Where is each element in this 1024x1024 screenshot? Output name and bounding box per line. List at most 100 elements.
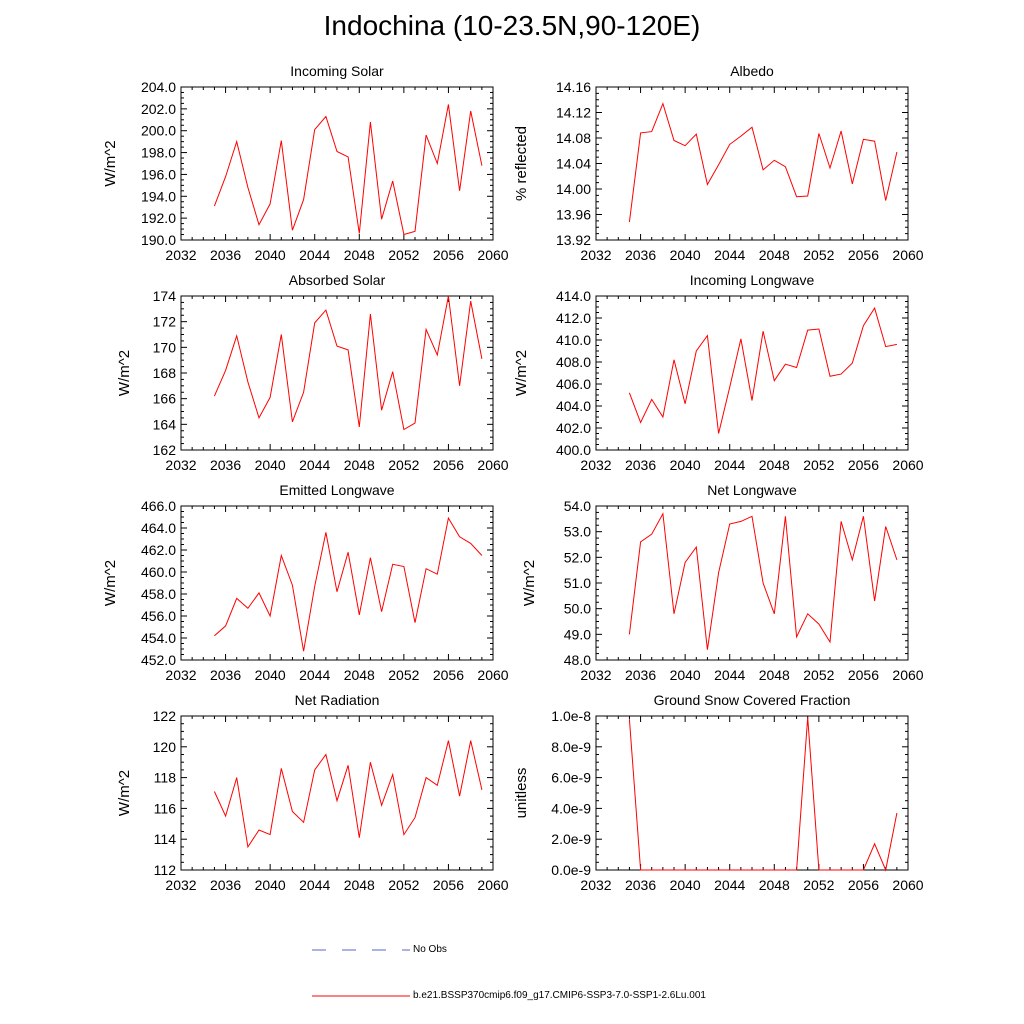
y-axis-label: W/m^2	[513, 350, 530, 396]
y-tick-label: 166	[153, 391, 177, 407]
chart-net-longwave: 2032 2036 2040 2044 2048 2052 2056 2060 48.0 49.0…	[521, 482, 924, 683]
y-tick-label: 112	[154, 862, 177, 878]
x-tick-label: 2032	[165, 667, 196, 683]
chart-title: Ground Snow Covered Fraction	[654, 692, 851, 708]
x-tick-label: 2052	[803, 457, 834, 473]
y-tick-label: 122	[153, 708, 177, 724]
y-tick-label: 1.0e-8	[551, 708, 591, 724]
y-tick-label: 51.0	[564, 575, 591, 591]
x-tick-label: 2052	[388, 247, 419, 263]
y-tick-label: 464.0	[141, 520, 176, 536]
x-tick-label: 2048	[344, 877, 375, 893]
y-tick-label: 118	[154, 770, 177, 786]
y-tick-label: 202.0	[141, 101, 176, 117]
y-tick-label: 114	[154, 831, 177, 847]
y-tick-label: 462.0	[141, 542, 176, 558]
x-tick-label: 2056	[848, 667, 879, 683]
y-tick-label: 190.0	[141, 232, 176, 248]
x-tick-label: 2040	[255, 877, 286, 893]
chart-title: Net Radiation	[295, 692, 380, 708]
y-tick-label: 400.0	[556, 442, 591, 458]
y-tick-label: 410.0	[556, 332, 591, 348]
y-tick-label: 50.0	[564, 601, 591, 617]
y-tick-label: 174	[153, 288, 177, 304]
y-tick-label: 168	[153, 365, 177, 381]
x-tick-label: 2056	[848, 247, 879, 263]
y-axis-label: W/m^2	[116, 350, 133, 396]
y-tick-label: 194.0	[141, 188, 176, 204]
y-tick-label: 414.0	[556, 288, 591, 304]
y-tick-label: 13.96	[556, 207, 591, 223]
y-tick-label: 53.0	[564, 524, 591, 540]
plot-frame	[595, 295, 909, 451]
x-tick-label: 2032	[580, 877, 611, 893]
chart-title: Net Longwave	[707, 482, 797, 498]
y-tick-label: 14.08	[556, 130, 591, 146]
plot-frame	[180, 86, 494, 241]
x-tick-label: 2036	[625, 667, 656, 683]
y-tick-label: 8.0e-9	[551, 739, 591, 755]
x-tick-label: 2032	[580, 457, 611, 473]
x-tick-label: 2032	[165, 457, 196, 473]
x-tick-label: 2044	[714, 457, 745, 473]
y-tick-label: 2.0e-9	[551, 831, 591, 847]
y-tick-label: 14.16	[556, 79, 591, 95]
chart-albedo: 2032 2036 2040 2044 2048 2052 2056 2060 13.92 13.…	[513, 63, 924, 263]
y-axis-label: W/m^2	[116, 770, 133, 816]
y-tick-label: 4.0e-9	[551, 800, 591, 816]
plot-frame	[180, 715, 494, 871]
y-tick-label: 466.0	[141, 498, 176, 514]
x-tick-label: 2056	[433, 877, 464, 893]
chart-title: Incoming Longwave	[690, 272, 815, 288]
series-line-0	[213, 104, 483, 236]
x-tick-label: 2052	[388, 877, 419, 893]
chart-incoming-solar: 2032 2036 2040 2044 2048 2052 2056 2060 190.0 192…	[102, 63, 509, 263]
x-tick-label: 2040	[255, 667, 286, 683]
y-tick-label: 196.0	[141, 166, 176, 182]
series-line-0	[628, 512, 898, 650]
y-tick-label: 404.0	[556, 398, 591, 414]
x-tick-label: 2060	[477, 247, 508, 263]
chart-emitted-longwave: 2032 2036 2040 2044 2048 2052 2056 2060 452.0 454…	[102, 482, 509, 683]
y-tick-label: 6.0e-9	[551, 770, 591, 786]
y-tick-label: 164	[153, 416, 177, 432]
x-tick-label: 2036	[625, 457, 656, 473]
y-tick-label: 192.0	[141, 210, 176, 226]
plot-frame	[595, 715, 909, 871]
y-tick-label: 13.92	[556, 232, 591, 248]
x-tick-label: 2048	[344, 247, 375, 263]
y-tick-label: 200.0	[141, 123, 176, 139]
series-line-0	[213, 295, 483, 431]
x-tick-label: 2040	[255, 247, 286, 263]
y-tick-label: 172	[153, 314, 177, 330]
x-tick-label: 2052	[803, 667, 834, 683]
y-axis-label: W/m^2	[102, 140, 119, 186]
x-tick-label: 2060	[477, 667, 508, 683]
x-tick-label: 2048	[344, 667, 375, 683]
series-line-0	[628, 306, 897, 434]
plot-frame	[595, 86, 909, 241]
x-tick-label: 2044	[714, 877, 745, 893]
x-tick-label: 2056	[848, 877, 879, 893]
x-tick-label: 2036	[210, 247, 241, 263]
x-tick-label: 2048	[759, 667, 790, 683]
chart-net-radiation: 2032 2036 2040 2044 2048 2052 2056 2060 112 114 11…	[116, 692, 509, 893]
y-tick-label: 116	[154, 800, 177, 816]
x-tick-label: 2048	[759, 247, 790, 263]
x-tick-label: 2040	[670, 877, 701, 893]
x-tick-label: 2040	[670, 247, 701, 263]
chart-title: Incoming Solar	[290, 63, 384, 79]
series-line-0	[628, 717, 898, 872]
x-tick-label: 2048	[759, 457, 790, 473]
chart-title: Emitted Longwave	[279, 482, 394, 498]
x-tick-label: 2044	[714, 247, 745, 263]
y-tick-label: 408.0	[556, 354, 591, 370]
x-tick-label: 2052	[388, 457, 419, 473]
y-axis-label: % reflected	[513, 126, 530, 201]
x-tick-label: 2048	[344, 457, 375, 473]
x-tick-label: 2052	[803, 247, 834, 263]
x-tick-label: 2060	[477, 457, 508, 473]
series-line-0	[214, 516, 483, 652]
x-tick-label: 2036	[625, 247, 656, 263]
x-tick-label: 2060	[892, 877, 923, 893]
